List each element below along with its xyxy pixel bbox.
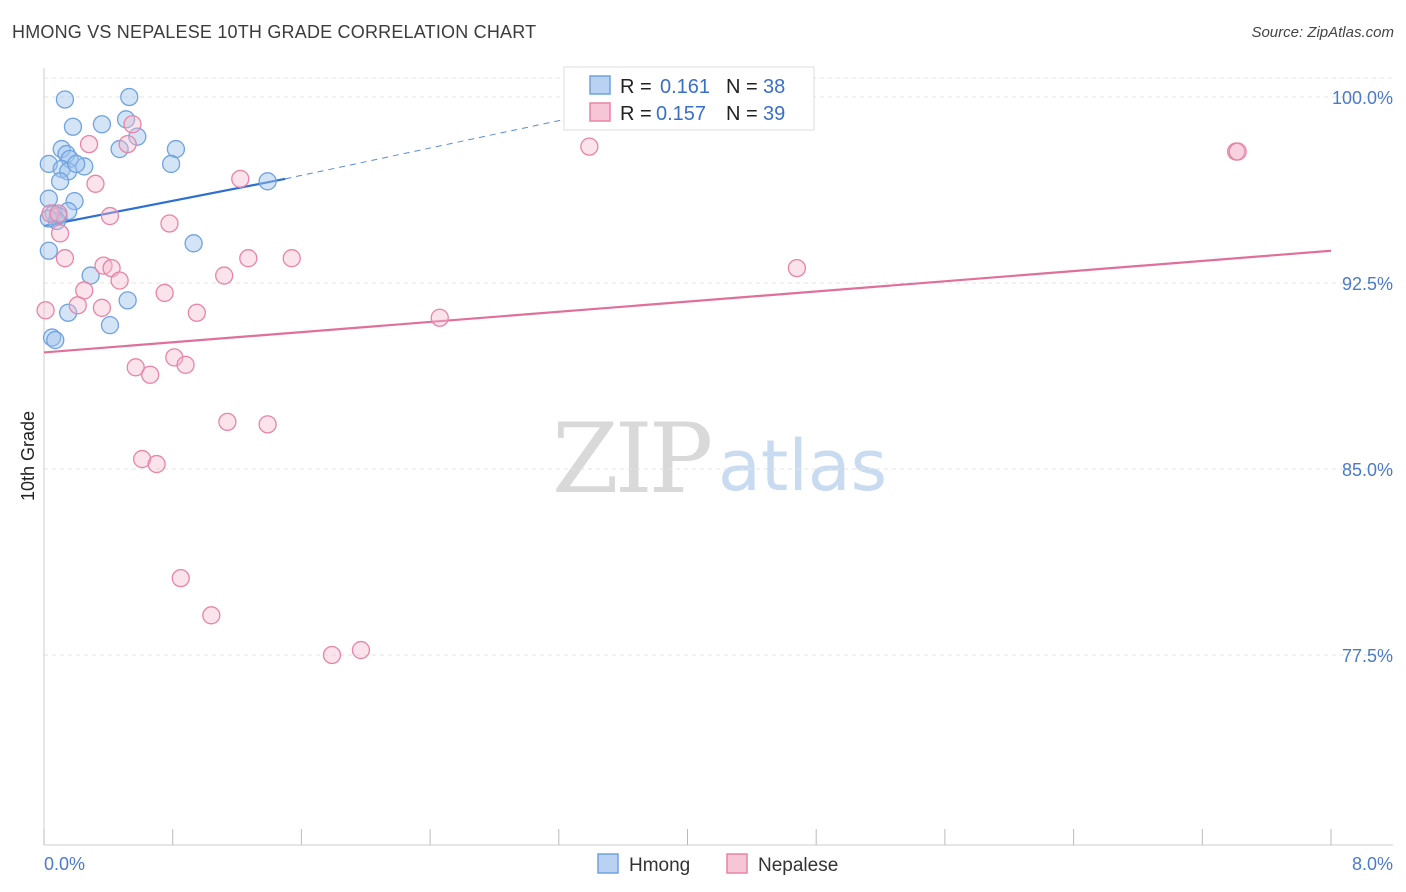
point-hmong-18 xyxy=(258,172,277,191)
point-hmong-17 xyxy=(50,172,70,191)
point-hmong-1 xyxy=(120,87,139,107)
point-hmong-3 xyxy=(92,115,112,134)
point-nepalese-38 xyxy=(322,645,342,665)
point-nepalese-25 xyxy=(187,303,206,322)
point-hmong-29 xyxy=(118,291,137,310)
legend-n-value-nepalese: 39 xyxy=(763,103,785,125)
point-nepalese-33 xyxy=(258,415,277,434)
point-nepalese-3 xyxy=(580,137,599,156)
watermark-zip: ZIP xyxy=(552,403,711,515)
y-tick-label-1: 92.5% xyxy=(1342,274,1393,294)
trend-line-hmong xyxy=(43,177,286,228)
point-nepalese-6 xyxy=(231,169,250,188)
point-nepalese-35 xyxy=(147,454,166,474)
trend-line-nepalese xyxy=(43,249,1332,354)
chart-title: HMONG VS NEPALESE 10TH GRADE CORRELATION… xyxy=(12,22,537,42)
source-label: Source: ZipAtlas.com xyxy=(1251,24,1394,41)
point-nepalese-1 xyxy=(79,134,99,154)
legend-n-value-hmong: 38 xyxy=(763,76,785,98)
data-points xyxy=(36,87,1247,665)
point-hmong-31 xyxy=(100,316,120,335)
bottom-legend-swatch-nepalese xyxy=(726,853,748,874)
axes xyxy=(43,68,1393,846)
point-nepalese-5 xyxy=(1228,142,1247,161)
point-hmong-26 xyxy=(184,234,203,253)
point-nepalese-11 xyxy=(160,214,179,233)
point-nepalese-13 xyxy=(55,249,75,268)
point-hmong-30 xyxy=(58,303,78,322)
legend-r-value-nepalese: 0.157 xyxy=(656,103,706,125)
point-nepalese-19 xyxy=(787,258,807,278)
bottom-legend-label-hmong: Hmong xyxy=(629,855,690,876)
legend-r-label-hmong: R = xyxy=(620,76,652,98)
bottom-legend-swatch-hmong xyxy=(597,853,619,874)
point-nepalese-9 xyxy=(49,204,68,223)
y-tick-labels: 100.0% 92.5% 85.0% 77.5% xyxy=(1332,88,1393,666)
y-tick-label-2: 85.0% xyxy=(1342,460,1393,480)
point-hmong-32 xyxy=(42,328,62,347)
point-nepalese-34 xyxy=(132,449,152,469)
point-hmong-33 xyxy=(46,330,65,350)
legend-swatch-hmong xyxy=(589,75,611,95)
legend-n-label-hmong: N = xyxy=(726,76,758,98)
point-hmong-13 xyxy=(67,154,86,174)
point-nepalese-7 xyxy=(86,174,105,193)
x-tick-label-right: 8.0% xyxy=(1352,854,1393,874)
y-tick-label-3: 77.5% xyxy=(1342,646,1393,666)
point-hmong-0 xyxy=(55,90,75,109)
point-nepalese-24 xyxy=(92,298,112,317)
point-nepalese-15 xyxy=(282,249,301,268)
point-nepalese-18 xyxy=(215,266,234,285)
point-nepalese-29 xyxy=(126,358,145,377)
stats-legend: R = 0.161 N = 38 R = 0.157 N = 39 xyxy=(563,66,815,131)
point-hmong-27 xyxy=(39,241,58,260)
point-hmong-16 xyxy=(161,154,181,174)
grid-lines xyxy=(44,77,1393,656)
point-nepalese-39 xyxy=(351,640,371,660)
legend-r-label-nepalese: R = xyxy=(620,103,652,125)
point-hmong-2 xyxy=(63,117,83,136)
point-nepalese-2 xyxy=(118,134,137,154)
point-nepalese-36 xyxy=(171,568,190,588)
legend-swatch-nepalese xyxy=(589,102,611,122)
point-nepalese-14 xyxy=(239,249,258,268)
point-nepalese-27 xyxy=(36,301,55,320)
point-nepalese-26 xyxy=(430,308,449,327)
point-nepalese-30 xyxy=(176,355,195,374)
point-nepalese-10 xyxy=(100,206,120,226)
trend-lines xyxy=(43,106,1332,354)
point-nepalese-12 xyxy=(50,224,70,243)
point-nepalese-31 xyxy=(141,365,160,384)
y-tick-label-0: 100.0% xyxy=(1332,88,1393,108)
legend-n-label-nepalese: N = xyxy=(726,103,758,125)
point-nepalese-23 xyxy=(68,296,87,315)
series-legend: Hmong Nepalese xyxy=(597,853,838,876)
legend-r-value-hmong: 0.161 xyxy=(660,76,710,98)
point-nepalese-21 xyxy=(155,283,174,303)
point-nepalese-37 xyxy=(202,606,221,625)
y-axis-title: 10th Grade xyxy=(18,411,38,501)
point-nepalese-0 xyxy=(123,115,142,134)
point-nepalese-32 xyxy=(218,412,237,432)
x-tick-label-left: 0.0% xyxy=(44,854,85,874)
bottom-legend-label-nepalese: Nepalese xyxy=(758,855,838,876)
point-nepalese-20 xyxy=(110,271,129,290)
watermark-atlas: atlas xyxy=(718,425,887,507)
point-hmong-20 xyxy=(65,192,84,211)
